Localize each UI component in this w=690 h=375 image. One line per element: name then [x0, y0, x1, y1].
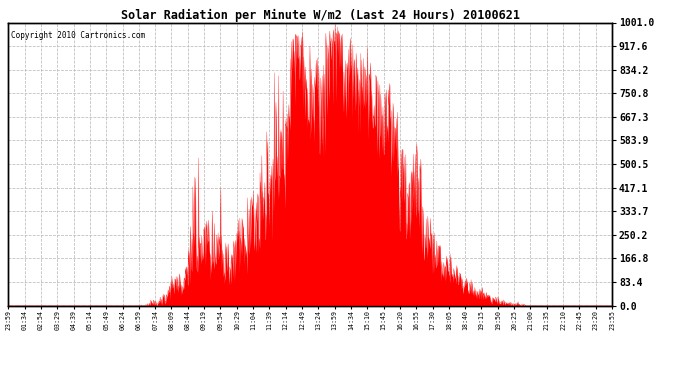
Text: Solar Radiation per Minute W/m2 (Last 24 Hours) 20100621: Solar Radiation per Minute W/m2 (Last 24…: [121, 9, 520, 22]
Text: Copyright 2010 Cartronics.com: Copyright 2010 Cartronics.com: [11, 31, 146, 40]
